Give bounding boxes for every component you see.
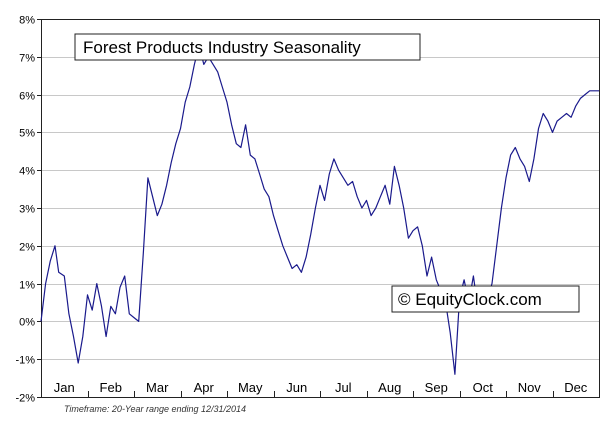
x-tick-label-nov: Nov	[518, 380, 542, 395]
x-tick-label-jul: Jul	[335, 380, 352, 395]
gridlines	[41, 57, 599, 360]
x-tick-label-jan: Jan	[54, 380, 75, 395]
watermark-text: © EquityClock.com	[398, 290, 542, 309]
y-tick-label-7: 1%	[19, 280, 35, 292]
x-tick-label-oct: Oct	[473, 380, 494, 395]
y-tick-label-9: -1%	[15, 355, 35, 367]
y-tick-label-5: 3%	[19, 204, 35, 216]
x-tick-label-apr: Apr	[194, 380, 215, 395]
y-tick-label-0: 8%	[19, 15, 35, 27]
x-tick-label-dec: Dec	[564, 380, 588, 395]
x-tick-label-mar: Mar	[146, 380, 169, 395]
y-tick-label-2: 6%	[19, 91, 35, 103]
x-tick-label-jun: Jun	[286, 380, 307, 395]
plot-border	[41, 19, 600, 398]
x-tick-label-feb: Feb	[100, 380, 122, 395]
x-tick-label-aug: Aug	[378, 380, 401, 395]
x-tick-label-may: May	[238, 380, 263, 395]
chart-title: Forest Products Industry Seasonality	[83, 38, 361, 57]
y-tick-label-4: 4%	[19, 166, 35, 178]
y-tick-label-8: 0%	[19, 317, 35, 329]
x-tick-label-sep: Sep	[425, 380, 448, 395]
x-axis: Jan Feb Mar Apr May Jun Jul Aug Sep Oct Nov Dec	[41, 380, 600, 397]
plot-frame	[41, 19, 600, 398]
y-tick-label-3: 5%	[19, 128, 35, 140]
series-line-0	[40, 44, 599, 375]
chart-title-box: Forest Products Industry Seasonality	[74, 33, 421, 61]
timeframe-footnote: Timeframe: 20-Year range ending 12/31/20…	[64, 404, 246, 414]
series-layer	[40, 44, 599, 375]
y-tick-label-6: 2%	[19, 242, 35, 254]
y-tick-label-10: -2%	[15, 393, 35, 405]
watermark-box: © EquityClock.com	[391, 285, 580, 313]
y-axis: 8% 7% 6% 5% 4% 3% 2% 1% 0% -1% -2%	[15, 15, 41, 405]
y-tick-label-1: 7%	[19, 53, 35, 65]
